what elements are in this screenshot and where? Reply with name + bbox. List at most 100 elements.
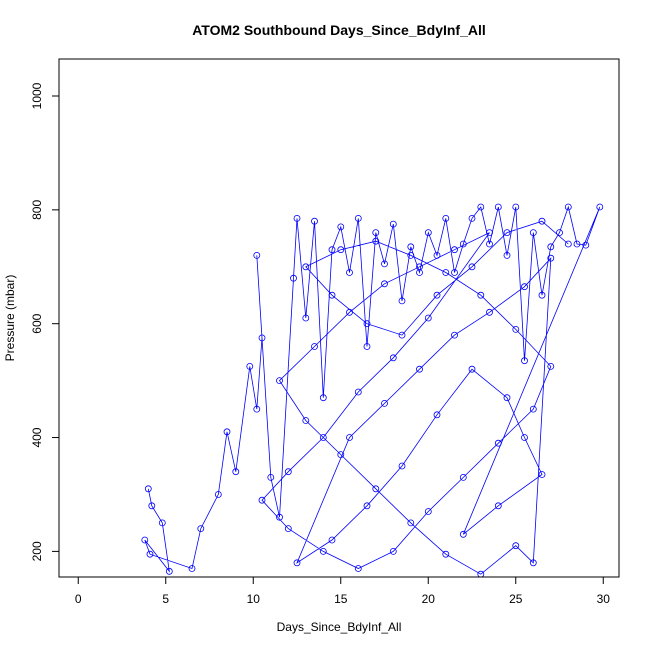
data-point <box>477 203 485 211</box>
x-tick-label: 10 <box>247 592 261 606</box>
data-point <box>354 388 362 396</box>
data-point <box>214 491 222 498</box>
data-point <box>302 263 310 271</box>
data-point <box>433 251 441 259</box>
data-point <box>564 240 572 248</box>
data-point <box>494 439 502 447</box>
data-point <box>302 314 310 322</box>
x-tick-label: 20 <box>422 592 436 606</box>
data-point <box>538 471 546 478</box>
data-point <box>521 357 528 365</box>
data-point <box>398 297 406 305</box>
data-point <box>529 229 537 237</box>
data-point <box>290 274 297 282</box>
data-point <box>319 434 327 441</box>
y-tick-label: 200 <box>30 541 44 561</box>
data-point <box>424 508 432 515</box>
series-line <box>144 205 601 575</box>
data-point <box>596 203 604 211</box>
data-point <box>319 394 327 402</box>
data-point <box>141 536 149 544</box>
y-tick-label: 400 <box>30 427 44 447</box>
data-point <box>407 251 415 259</box>
data-point <box>337 223 345 231</box>
data-point <box>547 254 555 262</box>
data-point <box>424 314 432 322</box>
data-point <box>165 567 173 575</box>
data-point <box>328 291 336 299</box>
data-point <box>284 525 292 532</box>
data-point <box>346 269 353 276</box>
x-tick-label: 0 <box>75 592 82 606</box>
chart-title: ATOM2 Southbound Days_Since_BdyInf_All <box>192 22 486 38</box>
data-point <box>407 243 415 251</box>
data-point <box>146 550 154 558</box>
data-point <box>503 394 511 402</box>
data-point <box>197 525 205 532</box>
x-tick-label: 25 <box>509 592 523 606</box>
data-point <box>442 269 450 276</box>
data-point <box>442 214 450 222</box>
data-point <box>556 229 563 237</box>
data-point <box>494 502 502 510</box>
data-point <box>381 399 388 407</box>
data-point <box>302 417 310 424</box>
data-point <box>573 240 581 248</box>
data-point <box>547 362 555 370</box>
data-point <box>494 203 502 211</box>
data-point <box>363 343 371 350</box>
data-point <box>158 519 166 527</box>
data-point <box>346 434 353 441</box>
data-point <box>223 428 231 436</box>
data-point <box>253 251 261 259</box>
y-tick-label: 600 <box>30 313 44 333</box>
x-tick-label: 15 <box>334 592 348 606</box>
data-point <box>381 280 388 288</box>
data-point <box>337 451 345 459</box>
data-point <box>354 214 362 222</box>
data-point <box>486 229 493 237</box>
data-point <box>284 468 292 476</box>
data-point <box>246 362 254 370</box>
data-point <box>337 246 345 254</box>
data-point <box>354 565 362 572</box>
data-point <box>416 365 423 373</box>
data-point <box>529 405 537 413</box>
data-point <box>398 331 406 339</box>
data-point <box>529 559 537 567</box>
data-point <box>311 343 318 350</box>
data-point <box>381 260 388 268</box>
data-point <box>363 502 371 510</box>
data-point <box>459 473 467 481</box>
data-point <box>372 237 380 245</box>
data-point <box>424 229 432 237</box>
x-tick-label: 5 <box>162 592 169 606</box>
data-point <box>372 229 380 237</box>
x-tick-label: 30 <box>597 592 611 606</box>
data-point <box>389 354 397 362</box>
data-point <box>276 377 283 385</box>
y-axis-label: Pressure (mbar) <box>3 275 17 362</box>
data-point <box>232 468 240 476</box>
data-point <box>468 365 476 373</box>
data-point <box>564 203 572 211</box>
data-point <box>503 251 511 259</box>
data-point <box>547 243 555 251</box>
data-point <box>258 496 266 504</box>
data-point <box>538 291 546 299</box>
data-point <box>319 548 327 555</box>
data-point <box>503 229 511 237</box>
data-point <box>433 291 441 299</box>
x-axis-label: Days_Since_BdyInf_All <box>277 620 402 634</box>
data-point <box>267 473 275 481</box>
data-point <box>253 405 261 413</box>
data-point <box>451 269 458 276</box>
plot-area-border <box>58 58 620 578</box>
data-point <box>442 550 450 558</box>
data-point <box>459 240 467 248</box>
data-point <box>311 217 318 225</box>
data-point <box>328 536 336 544</box>
data-point <box>451 331 458 339</box>
data-point <box>258 334 266 342</box>
